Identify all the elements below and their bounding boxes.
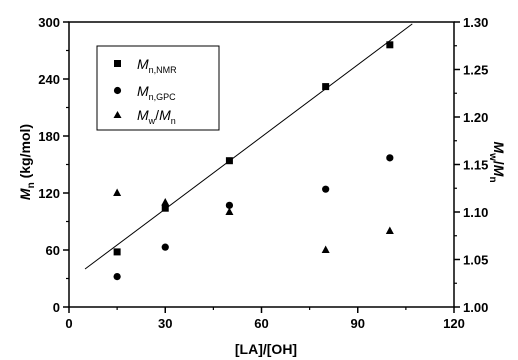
left-tick-label: 120 [38,186,60,201]
right-tick-label: 1.05 [463,253,488,268]
right-tick-label: 1.10 [463,205,488,220]
right-y-axis-title-sub2: n [487,176,498,182]
legend-mw-mn-slash: / [155,107,159,123]
left-y-axis-title: Mn (kg/mol) [17,124,37,200]
left-tick-label: 180 [38,129,60,144]
x-tick-label: 120 [443,316,465,331]
legend-mw-mn-sub2: n [171,116,176,126]
legend-circle-marker [113,86,122,95]
x-tick-label: 0 [65,316,72,331]
mw-mn-marker [385,226,394,234]
right-y-axis-title-slash: / [491,161,507,165]
mn-gpc-marker [322,185,330,193]
x-tick-label: 60 [254,316,268,331]
mn-gpc-marker [161,243,169,251]
right-tick-label: 1.20 [463,110,488,125]
legend-mn-nmr-main: M [137,56,149,72]
left-y-axis-title-unit: (kg/mol) [17,124,33,182]
mn-nmr-marker [161,204,169,212]
mn-gpc-marker [113,273,121,281]
right-y-axis-title-sub1: w [487,152,498,161]
right-tick-label: 1.25 [463,63,488,78]
legend: Mn,NMR Mn,GPC Mw/Mn [96,45,220,131]
fit-line [84,23,413,270]
x-axis-title: [LA]/[OH] [235,341,297,357]
x-axis-ticks: 0 30 60 90 120 [65,307,465,331]
legend-square-marker [114,60,121,67]
x-tick-label: 90 [351,316,365,331]
left-tick-label: 240 [38,72,60,87]
mn-nmr-marker [322,83,330,91]
legend-item-mw-mn: Mw/Mn [137,107,176,126]
legend-mn-gpc-main: M [137,83,149,99]
data-markers [113,41,394,281]
legend-mn-nmr-sub: n,NMR [149,65,178,75]
legend-mw-mn-main1: M [137,107,149,123]
legend-item-mn-nmr: Mn,NMR [137,56,177,75]
left-y-axis-ticks: 0 60 120 180 240 300 [38,15,69,315]
right-tick-label: 1.15 [463,158,488,173]
legend-item-mn-gpc: Mn,GPC [137,83,176,102]
mw-mn-marker [321,245,330,253]
mw-mn-marker [113,188,122,196]
mn-nmr-marker [113,248,121,256]
mn-nmr-marker [225,157,233,165]
mw-mn-marker [161,198,170,206]
mw-mn-marker [225,207,234,215]
legend-mn-gpc-sub: n,GPC [149,92,177,102]
right-tick-label: 1.30 [463,15,488,30]
left-y-axis-title-main: M [17,188,33,200]
left-tick-label: 60 [46,243,60,258]
mn-gpc-marker [225,201,234,209]
right-tick-label: 1.00 [463,300,488,315]
legend-mw-mn-main2: M [159,107,171,123]
legend-triangle-marker [113,111,122,118]
x-tick-label: 30 [158,316,172,331]
mn-nmr-marker [386,41,394,49]
left-tick-label: 300 [38,15,60,30]
right-y-axis-title: Mw/Mn [487,141,507,182]
right-y-axis-title-main2: M [491,165,507,177]
mn-gpc-marker [386,154,394,162]
right-y-axis-ticks: 1.00 1.05 1.10 1.15 1.20 1.25 1.30 [454,15,488,315]
left-y-axis-title-sub: n [26,182,37,188]
left-tick-label: 0 [53,300,60,315]
legend-mw-mn-sub1: w [148,116,156,126]
right-y-axis-title-main1: M [491,141,507,153]
fit-line-group [84,23,413,270]
